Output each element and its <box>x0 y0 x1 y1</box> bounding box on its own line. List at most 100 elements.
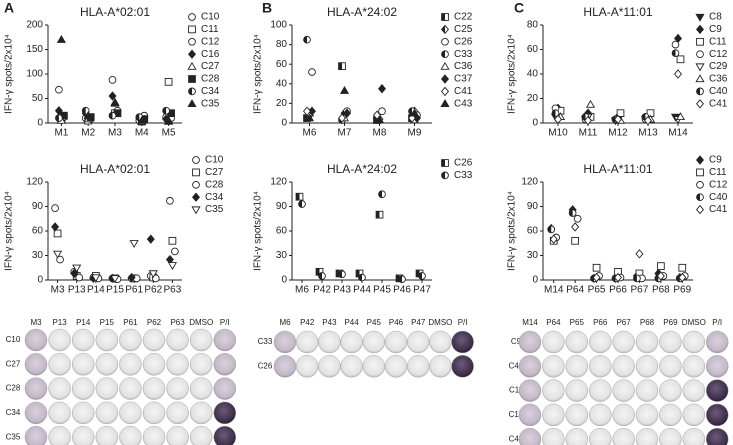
well-column-label: P/I <box>220 318 230 327</box>
legend-label: C35 <box>205 204 224 215</box>
data-point <box>318 272 326 280</box>
marker-shape <box>441 37 449 46</box>
y-tick-label: 60 <box>32 226 44 237</box>
data-point <box>56 35 66 43</box>
marker-shape <box>696 168 704 177</box>
y-tick-label: 30 <box>32 250 44 261</box>
marker-shape <box>148 270 158 279</box>
well-image <box>142 401 166 425</box>
marker-half <box>696 88 700 95</box>
well-image <box>95 401 119 425</box>
x-tick-label: P69 <box>673 285 691 296</box>
marker-shape <box>696 180 704 189</box>
well-image <box>71 328 95 352</box>
x-tick-label: M14 <box>668 128 688 139</box>
well-image <box>95 353 119 376</box>
well-image <box>24 353 48 376</box>
legend-label: C29 <box>709 61 728 72</box>
y-axis-label: IFN-γ spots/2x10⁴ <box>4 34 15 114</box>
data-point <box>678 263 687 272</box>
data-point <box>110 98 120 107</box>
marker-shape <box>374 115 385 124</box>
marker-shape <box>343 108 351 118</box>
marker-shape <box>51 204 59 212</box>
well-image <box>635 330 659 354</box>
legend-label: C16 <box>201 49 220 60</box>
x-tick-label: P61 <box>125 285 143 296</box>
x-tick-label: M12 <box>608 128 628 139</box>
y-tick-label: 0 <box>532 118 538 129</box>
well-image <box>565 427 589 445</box>
marker-shape <box>166 196 174 205</box>
marker-shape <box>696 37 704 46</box>
data-point <box>148 270 158 279</box>
data-point <box>295 192 304 201</box>
well-image <box>682 379 706 402</box>
marker-shape <box>573 214 582 223</box>
marker-half <box>398 275 402 283</box>
marker-half <box>356 270 360 277</box>
marker-shape <box>192 180 200 189</box>
marker-half <box>396 274 400 282</box>
y-axis-label: IFN-γ spots/2x10⁴ <box>4 191 15 271</box>
data-point <box>308 68 316 76</box>
marker-shape <box>614 114 622 125</box>
well-column-label: M14 <box>522 318 538 327</box>
data-point <box>129 240 139 248</box>
legend-label: C12 <box>709 49 728 60</box>
well-column-label: DMSO <box>682 318 706 327</box>
data-point <box>91 274 101 283</box>
well-column-label: P64 <box>546 318 561 327</box>
data-point <box>55 85 63 94</box>
data-point <box>614 272 622 283</box>
legend-marker <box>188 13 196 21</box>
data-point <box>549 234 558 244</box>
legend-label: C12 <box>201 36 220 47</box>
marker-shape <box>696 50 704 59</box>
legend-marker <box>441 159 449 167</box>
well-image <box>362 355 386 378</box>
marker-shape <box>167 262 178 270</box>
y-tick-label: 0 <box>281 118 287 129</box>
legend-marker <box>441 37 449 46</box>
data-point <box>108 76 117 84</box>
legend-label: C11 <box>709 167 727 178</box>
marker-half <box>547 225 552 233</box>
well-image <box>95 328 119 352</box>
marker-shape <box>56 35 66 43</box>
marker-half <box>135 113 140 121</box>
marker-half <box>590 274 595 282</box>
well-image <box>213 401 237 425</box>
well-image <box>612 355 635 378</box>
legend-label: C41 <box>454 86 473 97</box>
marker-shape <box>441 86 449 97</box>
x-tick-label: M1 <box>54 128 68 139</box>
data-point <box>146 234 155 244</box>
marker-shape <box>308 68 316 76</box>
data-point <box>573 214 582 223</box>
well-image <box>705 427 729 445</box>
marker-shape <box>188 37 196 46</box>
well-column-label: P14 <box>76 318 91 327</box>
well-image <box>518 379 542 402</box>
well-image <box>384 330 408 354</box>
well-column-label: P63 <box>170 318 185 327</box>
data-point <box>373 110 381 120</box>
x-tick-label: M10 <box>548 128 568 139</box>
y-tick-label: 0 <box>37 275 43 286</box>
well-row-label: C10 <box>6 335 21 344</box>
data-point <box>409 108 420 117</box>
legend-label: C41 <box>709 204 728 215</box>
legend-label: C28 <box>205 179 224 190</box>
well-image <box>384 355 408 378</box>
well-image <box>318 355 341 378</box>
data-point <box>657 262 665 270</box>
data-point <box>75 273 84 282</box>
data-point <box>166 196 174 205</box>
well-image <box>318 330 341 354</box>
marker-half <box>552 109 556 117</box>
marker-shape <box>644 115 652 126</box>
marker-shape <box>171 247 179 256</box>
legend-label: C36 <box>454 61 473 72</box>
marker-shape <box>571 222 580 232</box>
